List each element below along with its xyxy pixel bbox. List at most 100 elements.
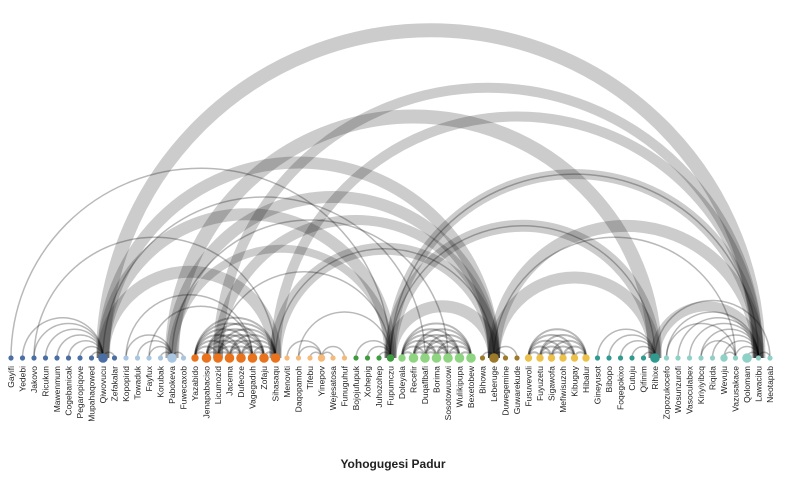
- node-13: [157, 355, 164, 361]
- node-43: [502, 355, 509, 361]
- node-label-13: Korubak: [156, 365, 166, 397]
- link-arc-27: [297, 311, 392, 359]
- link-arc-8: [488, 219, 765, 359]
- node-12: [146, 355, 152, 361]
- node-53: [617, 355, 624, 361]
- node-label-34: Doleyala: [397, 366, 407, 399]
- node-label-51: Gineyusot: [593, 365, 603, 404]
- link-arc-18: [33, 236, 277, 359]
- link-arc-46: [194, 334, 242, 359]
- link-arc-120: [619, 340, 656, 359]
- link-arc-118: [596, 328, 656, 359]
- link-arc-2: [97, 208, 397, 359]
- node-label-11: Towaduk: [133, 365, 143, 399]
- node-39: [454, 353, 465, 363]
- link-arc-1: [165, 109, 662, 359]
- node-label-16: Yazabido: [190, 366, 200, 401]
- node-label-7: Mupahaqowed: [87, 366, 97, 422]
- link-arc-38: [125, 334, 173, 359]
- link-arc-31: [33, 322, 104, 359]
- link-arc-55: [205, 322, 277, 359]
- node-20: [236, 353, 246, 363]
- link-arc-30: [21, 317, 104, 359]
- node-22: [259, 353, 269, 363]
- node-38: [443, 353, 453, 363]
- node-19: [224, 353, 235, 363]
- node-28: [330, 355, 336, 361]
- link-arc-3: [97, 156, 500, 359]
- link-arc-96: [435, 339, 472, 359]
- link-arc-77: [366, 345, 392, 359]
- node-label-46: Fuyuzetu: [535, 366, 545, 401]
- node-label-32: Juhozohep: [374, 366, 384, 408]
- link-arc-116: [562, 345, 587, 359]
- node-label-37: Borima: [432, 366, 442, 393]
- link-arc-125: [688, 322, 760, 359]
- node-label-62: Wevuju: [719, 366, 729, 394]
- node-29: [341, 355, 348, 361]
- node-label-44: Guwarekude: [512, 366, 522, 414]
- link-arc-111: [539, 334, 587, 359]
- link-arc-93: [424, 334, 472, 359]
- node-label-64: Qolomam: [742, 366, 752, 403]
- link-arc-9: [384, 219, 661, 359]
- node-label-63: Vazusakace: [731, 366, 741, 412]
- node-45: [524, 354, 533, 362]
- node-3: [42, 355, 49, 361]
- node-label-43: Duwegemine: [501, 366, 511, 416]
- node-label-6: Pegaropiqove: [75, 366, 85, 419]
- link-arc-83: [401, 328, 461, 359]
- node-26: [307, 355, 313, 361]
- node-label-3: Ricukun: [41, 366, 51, 397]
- link-arc-52: [205, 339, 242, 359]
- link-arc-0: [96, 23, 766, 359]
- node-label-59: Vasoculabex: [685, 365, 695, 414]
- node-label-40: Bexetobew: [466, 365, 476, 408]
- node-4: [54, 355, 60, 361]
- node-label-29: Funuguhuf: [340, 365, 350, 406]
- node-label-52: Bibopo: [604, 366, 614, 393]
- node-label-25: Daqopamoh: [294, 366, 304, 413]
- node-label-0: Gayifi: [6, 366, 16, 388]
- node-label-10: Kopopirid: [121, 366, 131, 402]
- link-arc-53: [205, 334, 254, 359]
- link-arc-13: [384, 300, 500, 359]
- node-63: [732, 355, 739, 361]
- link-arc-87: [412, 339, 449, 359]
- link-arc-75: [320, 345, 346, 359]
- link-arc-88: [412, 334, 461, 359]
- node-label-56: Rihixe: [650, 366, 660, 390]
- node-37: [431, 353, 442, 363]
- node-25: [295, 355, 302, 361]
- node-51: [594, 355, 601, 361]
- link-arc-34: [67, 340, 104, 359]
- node-label-55: Qifinim: [639, 366, 649, 392]
- link-arc-4: [213, 82, 764, 359]
- link-arc-21: [389, 173, 760, 359]
- node-52: [606, 355, 612, 361]
- link-arc-110: [539, 339, 576, 359]
- link-arc-60: [217, 328, 277, 359]
- node-66: [767, 355, 773, 361]
- node-48: [559, 354, 567, 362]
- node-15: [180, 355, 187, 361]
- link-arc-67: [240, 339, 277, 359]
- link-arc-71: [286, 340, 323, 359]
- node-36: [420, 353, 430, 363]
- link-arc-15: [650, 301, 764, 359]
- node-21: [247, 353, 258, 363]
- node-47: [547, 354, 556, 362]
- node-35: [408, 353, 419, 363]
- node-label-28: Wejesatosa: [328, 366, 338, 411]
- link-arc-23: [389, 225, 656, 359]
- node-54: [629, 355, 635, 361]
- link-arc-10: [166, 191, 500, 359]
- node-label-1: Yedebi: [18, 366, 28, 392]
- link-arc-106: [527, 334, 576, 359]
- node-label-14: Pabokeva: [167, 366, 177, 404]
- node-34: [398, 354, 406, 362]
- link-arc-11: [488, 271, 661, 359]
- node-2: [31, 355, 37, 361]
- link-arc-58: [217, 339, 254, 359]
- link-arc-127: [711, 334, 760, 359]
